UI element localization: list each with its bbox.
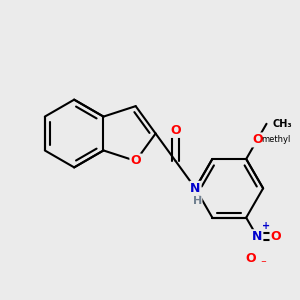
Text: H: H (193, 196, 202, 206)
Text: methyl: methyl (261, 134, 290, 143)
Text: O: O (271, 230, 281, 243)
Text: O: O (245, 252, 256, 265)
Text: +: + (262, 221, 270, 231)
Text: N: N (190, 182, 201, 195)
Text: O: O (170, 124, 181, 137)
Text: O: O (252, 134, 262, 146)
Text: N: N (252, 230, 262, 243)
Text: ⁻: ⁻ (260, 259, 266, 269)
Text: O: O (130, 154, 141, 167)
Text: CH₃: CH₃ (273, 119, 292, 129)
